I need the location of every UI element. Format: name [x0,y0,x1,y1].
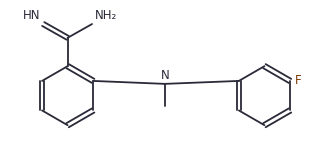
Text: F: F [295,74,301,87]
Text: N: N [161,69,170,81]
Text: NH₂: NH₂ [94,9,117,22]
Text: HN: HN [23,9,40,22]
